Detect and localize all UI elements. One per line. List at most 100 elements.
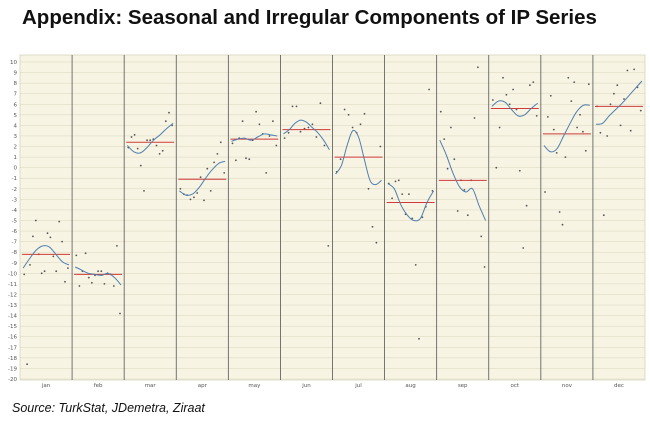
- irregular-point: [443, 138, 446, 141]
- irregular-point: [23, 273, 26, 276]
- month-label-jun: jun: [301, 383, 311, 389]
- irregular-point: [394, 180, 397, 183]
- irregular-point: [391, 197, 393, 200]
- irregular-point: [275, 144, 278, 147]
- y-tick-label: -3: [12, 197, 18, 203]
- month-label-apr: apr: [198, 383, 208, 389]
- month-label-feb: feb: [94, 383, 103, 389]
- y-tick-label: 10: [10, 60, 17, 66]
- irregular-point: [629, 129, 632, 132]
- irregular-point: [428, 88, 430, 91]
- seasonal-line: [543, 104, 590, 153]
- irregular-point: [130, 136, 133, 138]
- irregular-point: [418, 337, 420, 340]
- irregular-point: [52, 255, 55, 258]
- irregular-point: [602, 214, 605, 217]
- month-label-sep: sep: [458, 383, 468, 389]
- irregular-point: [67, 267, 69, 269]
- y-tick-label: -11: [8, 282, 17, 288]
- irregular-point: [97, 270, 99, 273]
- irregular-point: [502, 76, 504, 79]
- irregular-point: [255, 110, 257, 113]
- irregular-point: [291, 105, 294, 108]
- irregular-point: [518, 169, 521, 172]
- irregular-point: [477, 66, 479, 69]
- irregular-point: [379, 145, 382, 148]
- irregular-point: [505, 93, 508, 96]
- irregular-point: [231, 142, 234, 145]
- irregular-point: [492, 99, 494, 101]
- irregular-point: [573, 81, 576, 83]
- y-tick-label: -16: [8, 335, 17, 341]
- irregular-point: [421, 216, 424, 219]
- y-tick-label: 3: [14, 134, 18, 140]
- irregular-point: [367, 187, 370, 190]
- irregular-point: [155, 144, 158, 147]
- y-tick-label: -17: [8, 345, 17, 351]
- irregular-point: [609, 103, 612, 106]
- irregular-point: [463, 189, 466, 191]
- irregular-point: [339, 158, 342, 161]
- irregular-point: [564, 156, 567, 159]
- irregular-point: [473, 117, 476, 119]
- irregular-point: [40, 272, 43, 275]
- month-label-aug: aug: [405, 383, 415, 389]
- irregular-point: [133, 134, 136, 136]
- y-tick-label: -7: [12, 240, 18, 246]
- panel-apr: [175, 55, 227, 380]
- irregular-point: [582, 130, 584, 133]
- y-tick-label: -13: [8, 303, 17, 309]
- panel-nov: [540, 55, 591, 380]
- panel-oct: [488, 55, 539, 380]
- irregular-point: [584, 149, 587, 152]
- y-tick-label: 9: [14, 71, 18, 77]
- irregular-point: [544, 191, 546, 193]
- irregular-point: [43, 270, 46, 273]
- irregular-point: [411, 217, 414, 220]
- irregular-point: [193, 196, 195, 199]
- irregular-point: [219, 141, 222, 144]
- irregular-point: [359, 123, 362, 126]
- irregular-point: [323, 144, 326, 147]
- irregular-point: [287, 131, 290, 134]
- seasonal-line: [491, 100, 539, 117]
- irregular-point: [303, 127, 306, 130]
- irregular-point: [223, 172, 226, 174]
- panel-jun: [280, 55, 331, 380]
- irregular-point: [189, 198, 192, 201]
- irregular-point: [164, 120, 167, 123]
- month-label-mar: mar: [145, 383, 157, 389]
- x-axis-month-labels: jan feb mar apr may jun jul aug sep oct nov dec: [41, 383, 624, 389]
- y-tick-label: -6: [12, 229, 18, 235]
- irregular-point: [61, 240, 63, 243]
- irregular-point: [343, 108, 346, 111]
- y-tick-label: -2: [12, 187, 17, 193]
- y-tick-label: -20: [8, 377, 17, 383]
- irregular-point: [522, 247, 525, 249]
- irregular-point: [32, 235, 34, 238]
- y-tick-label: -5: [12, 219, 18, 225]
- y-tick-label: -15: [8, 324, 17, 330]
- irregular-point: [206, 167, 209, 170]
- irregular-point: [283, 137, 286, 140]
- panel-mar: [123, 55, 175, 380]
- month-panels: [22, 55, 643, 380]
- irregular-point: [235, 159, 237, 162]
- irregular-point: [408, 193, 410, 196]
- irregular-point: [626, 69, 629, 72]
- y-tick-label: 2: [14, 145, 18, 151]
- irregular-point: [58, 220, 61, 223]
- y-tick-label: 5: [14, 113, 18, 119]
- irregular-point: [401, 193, 404, 196]
- irregular-point: [196, 192, 199, 194]
- y-tick-label: -1: [12, 176, 17, 182]
- irregular-point: [606, 135, 609, 137]
- irregular-point: [103, 283, 106, 285]
- month-label-jan: jan: [41, 383, 51, 389]
- irregular-point: [26, 363, 28, 366]
- source-note: Source: TurkStat, JDemetra, Ziraat: [12, 401, 205, 415]
- panel-jul: [332, 55, 383, 380]
- irregular-point: [136, 147, 139, 150]
- irregular-point: [307, 126, 310, 129]
- panel-aug: [384, 55, 435, 380]
